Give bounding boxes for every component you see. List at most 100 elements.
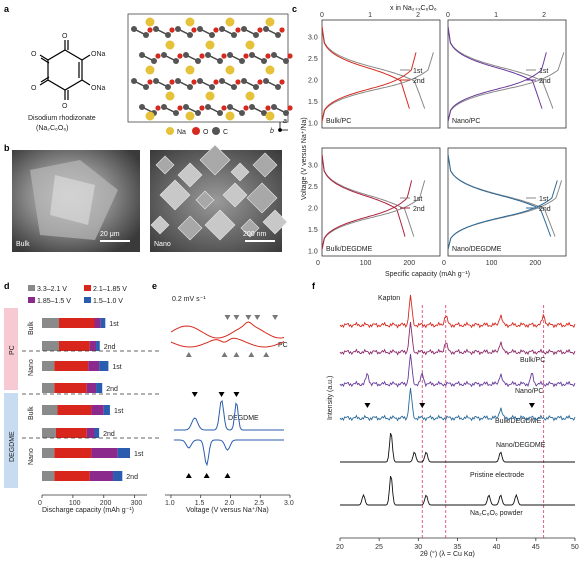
f-trace-label: Bulk/DEGDME (495, 418, 542, 425)
c-atom (175, 78, 181, 84)
c-y-tick: 2.5 (308, 184, 318, 191)
c-atom (275, 84, 281, 90)
o-atom (235, 27, 241, 33)
e-x-tick: 1.5 (195, 500, 205, 507)
c-x-tick: 0 (442, 260, 446, 267)
o-atom (287, 53, 293, 59)
group-label-pc: PC (9, 345, 16, 355)
d-bar-segment (42, 471, 55, 481)
na-atom (265, 17, 275, 27)
c-atom (261, 110, 267, 116)
c-atom (165, 32, 171, 38)
c-atom (175, 26, 181, 32)
c-subplots: 0 1 2 1.0 1.5 2.0 2.5 3.0 1st 2nd Bulk/PC 0 1 2 1st 2nd… (308, 12, 567, 267)
o-atom (265, 53, 271, 59)
sub-label-degdme-nano: Nano (28, 448, 35, 465)
f-peak-marker (419, 403, 426, 408)
nano-particle (246, 182, 278, 214)
c-atom (249, 52, 255, 58)
o-atom (191, 79, 197, 85)
f-ylabel: Intensity (a.u.) (327, 376, 334, 420)
o-atom (147, 79, 153, 85)
c-axes-box (321, 19, 441, 129)
f-peak-marker (364, 403, 371, 408)
d-bar-segment (96, 383, 103, 393)
c-atom (173, 110, 179, 116)
nano-particle (150, 215, 170, 235)
c-atom (217, 110, 223, 116)
nano-particle (199, 144, 231, 176)
c-legend-1st: 1st (413, 196, 422, 203)
c-atom (187, 32, 193, 38)
mol-ona-2: ONa (91, 85, 106, 92)
na-atom (145, 111, 155, 121)
e-pc-peak-marker (221, 352, 228, 357)
c-atom (153, 78, 159, 84)
f-peak-marker (528, 403, 535, 408)
e-x-tick: 1.0 (165, 500, 175, 507)
o-atom (265, 105, 271, 111)
f-x-tick: 25 (375, 544, 383, 551)
c-atom (165, 84, 171, 90)
c-atom (205, 104, 211, 110)
d-bar-segment (58, 318, 95, 328)
c-atom (219, 26, 225, 32)
d-bar-segment (96, 341, 100, 351)
legend-na: Na (177, 129, 186, 136)
c-top-tick: 1 (494, 12, 498, 19)
d-bar-segment (117, 448, 131, 458)
f-x-tick: 40 (493, 544, 501, 551)
d-bar-segment (54, 383, 87, 393)
d-legend-3: 1.85–1.5 V (37, 298, 71, 305)
c-atom-icon (212, 127, 220, 135)
c-atom (227, 104, 233, 110)
panel-d: d 3.3–2.1 V 2.1–1.85 V 1.85–1.5 V 1.5–1.… (4, 281, 160, 514)
o-atom (257, 27, 263, 33)
panel-b-letter: b (4, 143, 10, 153)
o-atom (177, 53, 183, 59)
c-x-tick: 0 (316, 260, 320, 267)
e-pc-peak-marker (272, 315, 279, 320)
c-charge-2nd (321, 52, 417, 122)
c-subplot-label: Nano/DEGDME (452, 246, 502, 253)
d-bar-segment (42, 361, 55, 371)
f-xrd-patterns: 20 25 30 35 40 45 50 Bulk/PC Nano/PC Bulk/DEGDME N… (336, 294, 579, 551)
f-xrd-trace (339, 321, 576, 356)
c-atom (263, 26, 269, 32)
c-atom (139, 52, 145, 58)
panel-e-letter: e (152, 281, 157, 291)
nano-particle (155, 155, 175, 175)
e-degdme-peak-marker (203, 473, 210, 478)
d-bar-segment (86, 383, 97, 393)
o-atom (199, 105, 205, 111)
c-y-tick: 3.0 (308, 34, 318, 41)
d-x-tick: 100 (69, 500, 81, 507)
e-pc-peak-marker (248, 352, 255, 357)
c-atom (143, 32, 149, 38)
c-y-tick: 1.0 (308, 249, 318, 256)
crystal-cell (127, 13, 289, 123)
c-legend-2nd: 2nd (539, 206, 551, 213)
d-legend-4: 1.5–1.0 V (93, 298, 123, 305)
o-atom (243, 53, 249, 59)
d-cycle-label: 1st (134, 451, 143, 458)
legend-o: O (203, 129, 209, 136)
na-atom (145, 65, 155, 75)
group-label-degdme: DEGDME (9, 431, 16, 462)
nano-particle (177, 215, 203, 241)
e-x-tick: 3.0 (284, 500, 294, 507)
d-bar-segment (89, 471, 114, 481)
nano-particle (252, 152, 278, 178)
d-bar-segment (42, 405, 58, 415)
f-x-tick: 30 (414, 544, 422, 551)
na-atom (265, 111, 275, 121)
c-atom (143, 84, 149, 90)
o-atom (279, 27, 285, 33)
e-pc-anodic (170, 321, 285, 339)
c-discharge-1st (447, 26, 554, 109)
e-degdme-peak-marker (185, 473, 192, 478)
c-subplot-label: Bulk/DEGDME (326, 246, 373, 253)
c-atom (283, 58, 289, 64)
c-top-tick: 2 (542, 12, 546, 19)
na-atom (245, 91, 255, 101)
